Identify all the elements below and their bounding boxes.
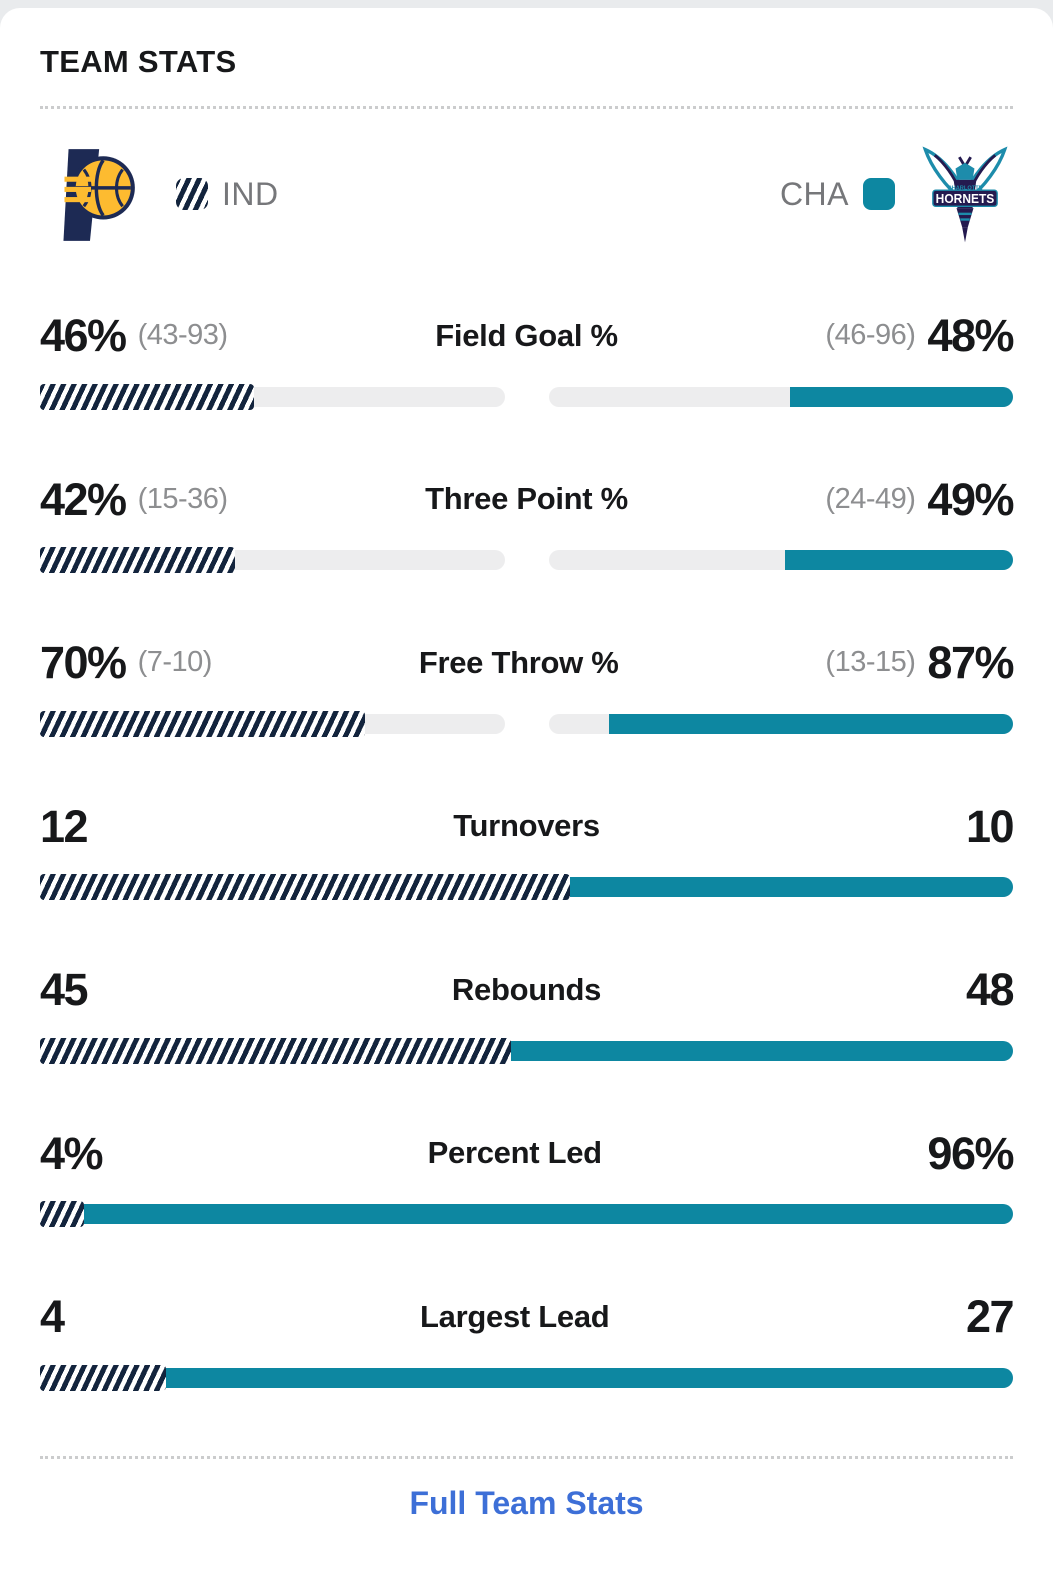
away-legend-swatch: [176, 178, 208, 210]
away-bar-fill: [40, 1037, 511, 1064]
home-bar-fill: [165, 1367, 1013, 1388]
stat-row-rebounds: 45 Rebounds 48: [40, 964, 1015, 1064]
shared-bar-track: [40, 874, 1013, 900]
team-stats-module: TEAM STATS IND CHA: [0, 8, 1053, 1590]
home-value: 10: [965, 800, 1015, 852]
stat-label: Three Point %: [425, 481, 628, 517]
module-title: TEAM STATS: [40, 44, 237, 79]
away-team-legend: IND: [40, 143, 279, 245]
stat-label: Rebounds: [451, 971, 602, 1007]
home-bar-fill: [785, 550, 1013, 570]
footer-divider: [40, 1455, 1013, 1459]
away-bar-track: [40, 547, 505, 573]
home-value: 48: [965, 964, 1015, 1015]
home-value: 27: [965, 1291, 1015, 1342]
home-bar-fill: [83, 1204, 1013, 1224]
away-value: 70%: [40, 637, 127, 688]
away-bar-fill: [40, 874, 571, 900]
home-bar-track: [548, 386, 1013, 407]
stat-label: Percent Led: [427, 1135, 602, 1171]
away-detail: (15-36): [137, 482, 229, 515]
full-team-stats-link[interactable]: Full Team Stats: [409, 1484, 644, 1521]
home-bar-fill: [790, 386, 1013, 407]
home-bar-fill: [608, 713, 1013, 734]
home-value: 87%: [927, 637, 1014, 688]
away-team-abbr: IND: [222, 175, 279, 212]
home-value: 48%: [927, 310, 1014, 361]
away-value: 4: [40, 1291, 65, 1342]
pacers-logo-icon: [63, 149, 135, 241]
svg-text:CHARLOTTE: CHARLOTTE: [948, 185, 983, 191]
stat-label: Field Goal %: [435, 317, 618, 353]
teams-legend-row: IND CHA CHARLOTTE HORNETS: [40, 143, 1013, 245]
home-bar-track: [548, 713, 1013, 734]
away-value: 12: [40, 800, 89, 852]
away-value: 46%: [40, 310, 127, 361]
away-bar-track: [40, 383, 505, 410]
home-value: 49%: [927, 473, 1014, 525]
home-value: 96%: [927, 1127, 1014, 1179]
home-team-abbr: CHA: [779, 175, 849, 212]
away-bar-fill: [40, 383, 254, 410]
home-bar-fill: [510, 1040, 1013, 1061]
stat-row-free-throw-pct: 70% (7-10) Free Throw % (13-15) 87%: [40, 637, 1014, 737]
stat-row-percent-led: 4% Percent Led 96%: [40, 1127, 1014, 1227]
away-bar-fill: [40, 1201, 84, 1227]
shared-bar-track: [40, 1364, 1013, 1391]
away-detail: (7-10): [137, 646, 213, 679]
home-detail: (13-15): [825, 646, 916, 679]
away-detail: (43-93): [137, 319, 229, 352]
stat-row-largest-lead: 4 Largest Lead 27: [40, 1291, 1015, 1391]
stat-label: Free Throw %: [418, 644, 619, 680]
stat-row-field-goal-pct: 46% (43-93) Field Goal % (46-96) 48%: [40, 310, 1014, 410]
away-value: 4%: [40, 1127, 104, 1179]
hornets-logo-icon: CHARLOTTE HORNETS: [922, 146, 1008, 243]
home-bar-fill: [570, 877, 1013, 897]
away-value: 42%: [40, 473, 127, 525]
home-detail: (24-49): [825, 482, 916, 515]
header-divider: [40, 106, 1013, 109]
away-bar-track: [40, 710, 505, 737]
home-detail: (46-96): [825, 319, 916, 352]
away-value: 45: [40, 964, 89, 1015]
home-bar-track: [548, 550, 1013, 570]
away-bar-fill: [40, 710, 366, 737]
away-bar-fill: [40, 1364, 166, 1391]
shared-bar-track: [40, 1201, 1013, 1227]
away-bar-fill: [40, 547, 236, 573]
home-team-legend: CHA CHARLOTTE HORNETS: [780, 142, 1013, 246]
shared-bar-track: [40, 1037, 1013, 1064]
svg-text:HORNETS: HORNETS: [936, 191, 995, 206]
stats-list: 46% (43-93) Field Goal % (46-96) 48% 42%…: [40, 310, 1015, 1391]
stat-label: Turnovers: [453, 808, 600, 844]
home-legend-swatch: [863, 178, 895, 210]
stat-row-turnovers: 12 Turnovers 10: [40, 800, 1015, 900]
stat-row-three-point-pct: 42% (15-36) Three Point % (24-49) 49%: [40, 473, 1014, 573]
stat-label: Largest Lead: [420, 1298, 610, 1334]
